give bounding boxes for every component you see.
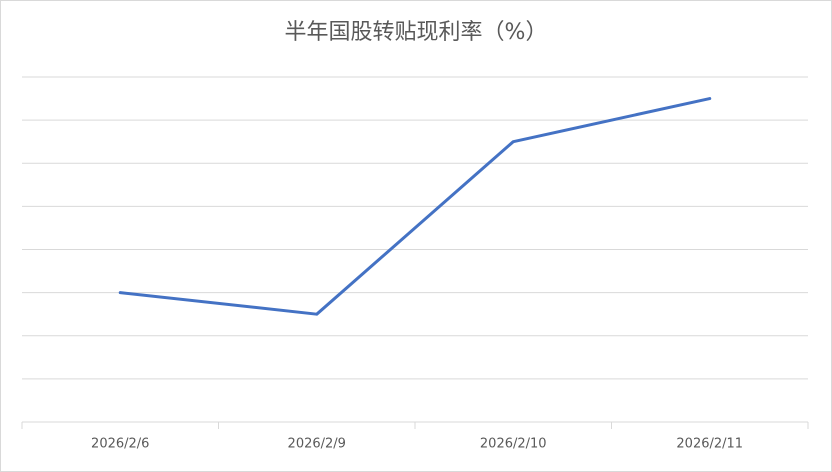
x-tick-label: 2026/2/11 bbox=[676, 437, 743, 452]
data-line bbox=[118, 97, 712, 316]
x-tick-label: 2026/2/9 bbox=[288, 437, 346, 452]
chart-title: 半年国股转贴现利率（%） bbox=[285, 20, 548, 45]
x-tick-label: 2026/2/10 bbox=[480, 437, 547, 452]
x-tick-label: 2026/2/6 bbox=[91, 437, 149, 452]
